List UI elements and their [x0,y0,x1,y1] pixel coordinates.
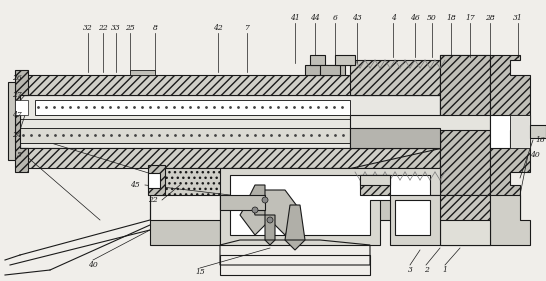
Text: 40: 40 [530,151,540,159]
Polygon shape [20,148,440,168]
Text: 26: 26 [12,74,22,82]
Text: 22: 22 [149,196,158,204]
Polygon shape [20,95,440,148]
Text: 18: 18 [446,14,456,22]
Text: 32: 32 [83,24,93,32]
Text: 44: 44 [310,14,320,22]
Text: 43: 43 [352,14,362,22]
Text: 27: 27 [12,91,22,99]
Text: 8: 8 [152,24,157,32]
Text: 50: 50 [427,14,437,22]
Text: 6: 6 [333,14,337,22]
Polygon shape [440,55,490,195]
Text: 31: 31 [513,14,523,22]
Text: 47: 47 [12,111,22,119]
Polygon shape [490,115,530,148]
Polygon shape [490,195,530,245]
Polygon shape [395,200,430,235]
Text: 7: 7 [245,24,250,32]
Polygon shape [310,55,325,65]
Polygon shape [440,220,490,245]
Polygon shape [148,173,160,188]
Text: 4: 4 [390,14,395,22]
Text: 33: 33 [111,24,121,32]
Circle shape [262,197,268,203]
Text: 2: 2 [424,266,429,274]
Polygon shape [20,75,440,95]
Polygon shape [148,165,165,195]
Polygon shape [305,65,345,75]
Polygon shape [15,70,28,172]
Text: 41: 41 [290,14,300,22]
Text: 15: 15 [195,268,205,276]
Text: 3: 3 [407,266,412,274]
Text: 28: 28 [485,14,495,22]
Polygon shape [490,55,530,220]
Polygon shape [20,128,440,143]
Polygon shape [360,175,390,195]
Polygon shape [530,125,546,138]
Polygon shape [220,168,440,245]
Text: 40: 40 [88,261,98,269]
Text: 24: 24 [12,131,22,139]
Polygon shape [390,195,440,245]
Text: 22: 22 [98,24,108,32]
Text: 42: 42 [213,24,223,32]
Text: 5: 5 [17,151,22,159]
Polygon shape [8,82,15,160]
Polygon shape [440,195,490,245]
Polygon shape [285,205,305,250]
Polygon shape [265,215,275,245]
Text: 25: 25 [125,24,135,32]
Polygon shape [220,195,265,210]
Polygon shape [350,115,490,148]
Text: 16: 16 [535,136,545,144]
Text: 46: 46 [410,14,420,22]
Circle shape [252,207,258,213]
Polygon shape [320,65,340,75]
Polygon shape [510,115,530,148]
Polygon shape [130,70,155,75]
Polygon shape [350,148,490,185]
Text: 17: 17 [465,14,475,22]
Polygon shape [440,55,490,195]
Polygon shape [15,100,28,115]
Polygon shape [360,175,390,185]
Polygon shape [230,175,430,235]
Text: 45: 45 [130,181,140,189]
Circle shape [267,217,273,223]
Polygon shape [350,60,490,95]
Polygon shape [250,185,265,215]
Polygon shape [350,128,440,148]
Polygon shape [150,168,440,195]
Polygon shape [240,190,300,235]
Polygon shape [150,168,490,245]
Text: 1: 1 [443,266,447,274]
Polygon shape [335,55,355,65]
Polygon shape [35,100,350,115]
